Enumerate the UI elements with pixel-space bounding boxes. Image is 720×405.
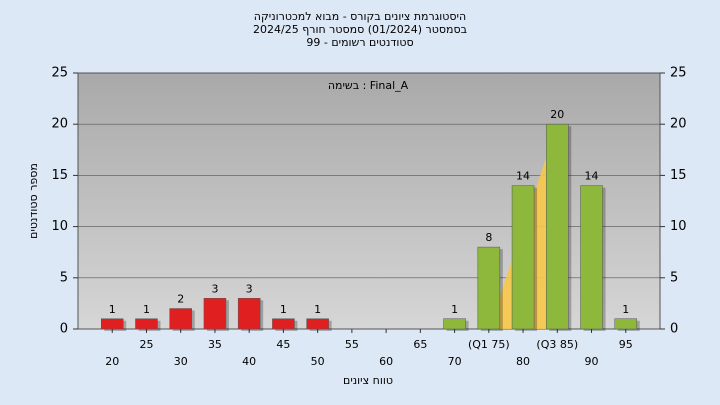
x-tick-label: 40 xyxy=(242,355,256,368)
value-label: 1 xyxy=(143,303,150,316)
bar xyxy=(614,318,638,330)
y-axis-label: מספר סטודנטים xyxy=(27,163,40,239)
bar xyxy=(477,246,501,330)
bar xyxy=(135,318,158,330)
value-label: 1 xyxy=(314,303,321,316)
x-tick-label: 30 xyxy=(174,355,188,368)
x-tick-label: (Q1 75) xyxy=(468,338,510,351)
x-tick-label: 55 xyxy=(345,338,359,351)
title-line: בסמסטר (01/2024) סמסטר חורף 2024/25 xyxy=(253,23,467,36)
y-tick-label: 25 xyxy=(51,66,68,81)
title-line: סטודנטים רשומים - 99 xyxy=(306,36,413,49)
value-label: 1 xyxy=(109,303,116,316)
y-tick-label: 15 xyxy=(51,168,68,183)
x-tick-label: (Q3 85) xyxy=(536,338,578,351)
x-tick-label: 20 xyxy=(105,355,119,368)
bar xyxy=(546,123,569,330)
bar xyxy=(237,298,261,330)
y-tick-label: 10 xyxy=(51,219,68,234)
y2-tick-label: 20 xyxy=(670,117,687,132)
x-tick-label: 95 xyxy=(619,338,633,351)
plot-area xyxy=(77,72,661,330)
y-tick-label: 20 xyxy=(51,117,68,132)
bar xyxy=(306,318,329,330)
x-tick-label: 65 xyxy=(413,338,427,351)
y2-tick-label: 5 xyxy=(670,270,678,285)
bar xyxy=(272,318,295,330)
bar xyxy=(169,308,192,330)
value-label: 1 xyxy=(622,303,629,316)
x-axis-label: טווח ציונים xyxy=(343,374,393,387)
value-label: 8 xyxy=(485,231,492,244)
bar xyxy=(580,185,603,330)
title-line: היסטוגרמת ציונים בקורס - מבוא למכטרוניקה xyxy=(254,10,466,23)
value-label: 1 xyxy=(280,303,287,316)
bar xyxy=(100,318,124,330)
x-tick-label: 70 xyxy=(448,355,462,368)
value-label: 14 xyxy=(585,170,599,183)
bar xyxy=(203,298,227,330)
x-tick-label: 60 xyxy=(379,355,393,368)
bar xyxy=(443,318,466,330)
x-tick-label: 90 xyxy=(585,355,599,368)
value-label: 1 xyxy=(451,303,458,316)
x-tick-label: 35 xyxy=(208,338,222,351)
value-label: 14 xyxy=(516,170,530,183)
bar xyxy=(511,185,535,330)
y2-tick-label: 0 xyxy=(670,322,678,337)
y2-tick-label: 10 xyxy=(670,219,687,234)
value-label: 20 xyxy=(550,108,564,121)
y-tick-label: 0 xyxy=(60,322,68,337)
y2-tick-label: 15 xyxy=(670,168,687,183)
value-label: 2 xyxy=(177,293,184,306)
y-tick-label: 5 xyxy=(60,270,68,285)
x-tick-label: 25 xyxy=(139,338,153,351)
x-tick-label: 45 xyxy=(276,338,290,351)
x-tick-label: 50 xyxy=(311,355,325,368)
value-label: 3 xyxy=(211,282,218,295)
y2-tick-label: 25 xyxy=(670,66,687,81)
annotation: בשימה : Final_A xyxy=(328,79,409,92)
x-tick-label: 80 xyxy=(516,355,530,368)
value-label: 3 xyxy=(246,282,253,295)
